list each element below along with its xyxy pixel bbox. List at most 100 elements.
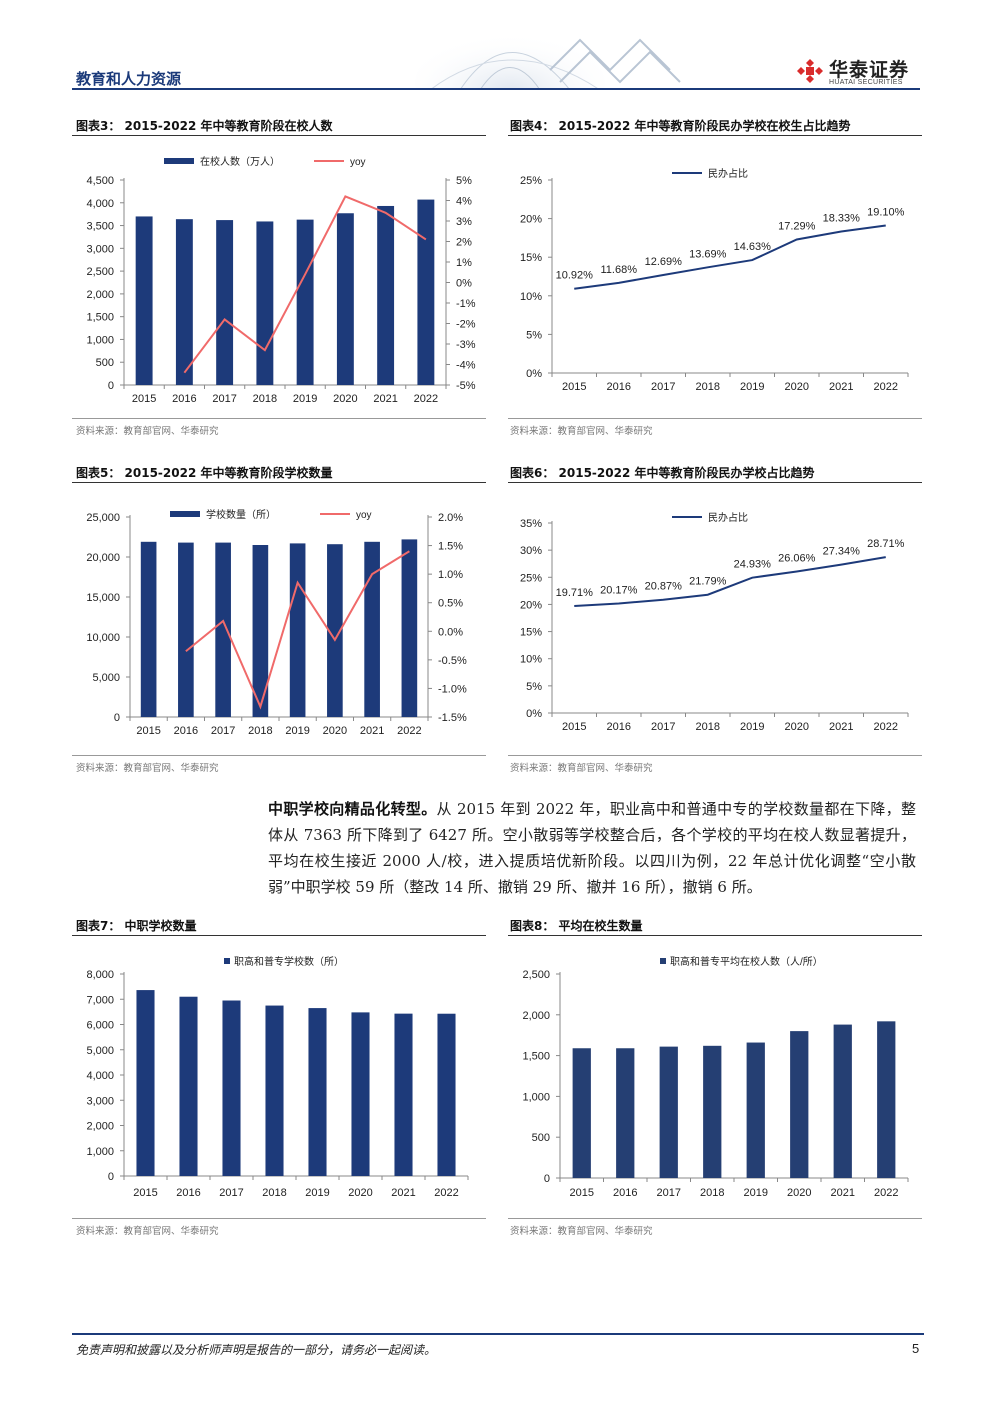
figure-rule	[508, 135, 922, 136]
body-paragraph: 中职学校向精品化转型。从 2015 年到 2022 年，职业高中和普通中专的学校…	[268, 796, 916, 900]
bar	[394, 1013, 413, 1176]
y2-tick-label: 2%	[456, 237, 472, 249]
data-label: 12.69%	[645, 256, 683, 268]
x-tick-label: 2017	[657, 1187, 681, 1199]
data-label: 10.92%	[556, 270, 594, 282]
x-tick-label: 2015	[570, 1187, 594, 1199]
bar	[135, 216, 153, 385]
x-tick-label: 2022	[874, 381, 898, 393]
x-tick-label: 2016	[607, 721, 631, 733]
bar	[401, 539, 418, 717]
x-tick-label: 2016	[607, 381, 631, 393]
y-tick-label: 2,000	[86, 1121, 114, 1133]
data-label: 20.17%	[600, 585, 638, 597]
figure-rule	[508, 935, 922, 936]
data-label: 20.87%	[645, 581, 683, 593]
y2-tick-label: 2.0%	[438, 512, 463, 524]
figure-caption: 图表3： 2015-2022 年中等教育阶段在校人数	[76, 119, 333, 133]
legend-label: 职高和普专平均在校人数（人/所）	[670, 955, 823, 968]
source-note: 资料来源：教育部官网、华泰研究	[76, 426, 219, 437]
bar	[746, 1042, 765, 1178]
chart-svg: 0% 5% 10% 15% 20% 25% 2015 2016 2017 2018 2019 2020…	[520, 167, 909, 393]
source-rule	[72, 755, 486, 756]
x-tick-label: 2022	[414, 393, 438, 405]
x-tick-label: 2017	[651, 721, 675, 733]
bar	[252, 545, 269, 717]
y-tick-label: 25%	[520, 175, 542, 187]
logo-text-en: HUATAI SECURITIES	[829, 79, 903, 86]
x-tick-label: 2020	[787, 1187, 811, 1199]
x-tick-label: 2019	[285, 725, 309, 737]
x-tick-label: 2016	[172, 393, 196, 405]
source-rule	[72, 1218, 486, 1219]
x-tick-label: 2017	[212, 393, 236, 405]
y-tick-label: 1,500	[522, 1051, 550, 1063]
y2-tick-label: -5%	[456, 380, 476, 392]
x-tick-label: 2018	[700, 1187, 724, 1199]
y-tick-label: 10%	[520, 291, 542, 303]
y2-tick-label: 3%	[456, 216, 472, 228]
bar	[296, 219, 314, 385]
y2-tick-label: 1.0%	[438, 569, 463, 581]
chart-private-enrollment-share: 0% 5% 10% 15% 20% 25% 2015 2016 2017 2018 2019 2020…	[508, 140, 922, 415]
bar	[703, 1045, 722, 1178]
bar	[659, 1046, 678, 1178]
x-tick-label: 2018	[248, 725, 272, 737]
y-tick-label: 25,000	[86, 512, 120, 524]
legend-swatch	[660, 958, 666, 964]
figure-caption: 图表7： 中职学校数量	[76, 919, 197, 933]
y2-tick-label: 0%	[456, 278, 472, 290]
y-tick-label: 500	[96, 357, 114, 369]
x-tick-label: 2017	[211, 725, 235, 737]
legend-item: yoy	[320, 510, 372, 521]
x-tick-label: 2015	[136, 725, 160, 737]
legend-item: 职高和普专学校数（所）	[224, 955, 344, 968]
y-tick-label: 30%	[520, 545, 542, 557]
bar	[136, 990, 155, 1176]
legend-swatch	[224, 958, 230, 964]
y-tick-label: 2,000	[86, 289, 114, 301]
bar	[364, 541, 380, 717]
y2-tick-label: 4%	[456, 196, 472, 208]
x-tick-label: 2019	[293, 393, 317, 405]
x-tick-label: 2019	[305, 1187, 329, 1199]
data-label: 17.29%	[778, 221, 816, 233]
legend-item: yoy	[314, 157, 366, 168]
x-tick-label: 2017	[219, 1187, 243, 1199]
bar	[790, 1031, 809, 1178]
x-tick-label: 2016	[176, 1187, 200, 1199]
bar	[308, 1008, 327, 1176]
bar	[179, 996, 198, 1176]
legend-label: 学校数量（所）	[206, 508, 276, 521]
y-tick-label: 15,000	[86, 592, 120, 604]
y-tick-label: 8,000	[86, 969, 114, 981]
x-tick-label: 2015	[132, 393, 156, 405]
x-tick-label: 2022	[434, 1187, 458, 1199]
figure-rule	[72, 935, 486, 936]
bar	[833, 1024, 852, 1178]
y-tick-label: 1,000	[86, 1146, 114, 1158]
y-tick-label: 5%	[526, 329, 542, 341]
x-tick-label: 2021	[360, 725, 384, 737]
figure-rule	[72, 135, 486, 136]
bar	[437, 1013, 456, 1176]
legend-label: 民办占比	[708, 167, 748, 180]
y-tick-label: 0%	[526, 708, 542, 720]
y-tick-label: 15%	[520, 627, 542, 639]
bar	[216, 220, 234, 385]
bar	[877, 1021, 896, 1178]
bar	[140, 541, 157, 717]
y-tick-label: 35%	[520, 518, 542, 530]
bar	[616, 1048, 635, 1178]
x-tick-label: 2015	[562, 381, 586, 393]
y-tick-label: 3,500	[86, 221, 114, 233]
huatai-logo-mark	[795, 57, 825, 87]
x-tick-label: 2021	[829, 721, 853, 733]
bar	[327, 544, 343, 717]
chart-svg: 0% 5% 10% 15% 20% 25% 30% 35% 2015 2016 2017 2018 20…	[520, 511, 909, 733]
chart-svg: 0 1,000 2,000 3,000 4,000 5,000 6,000 7,000 8,00…	[86, 955, 469, 1199]
legend-item: 职高和普专平均在校人数（人/所）	[660, 955, 823, 968]
bar	[265, 1005, 284, 1176]
y-tick-label: 1,000	[522, 1091, 550, 1103]
x-tick-label: 2020	[323, 725, 347, 737]
